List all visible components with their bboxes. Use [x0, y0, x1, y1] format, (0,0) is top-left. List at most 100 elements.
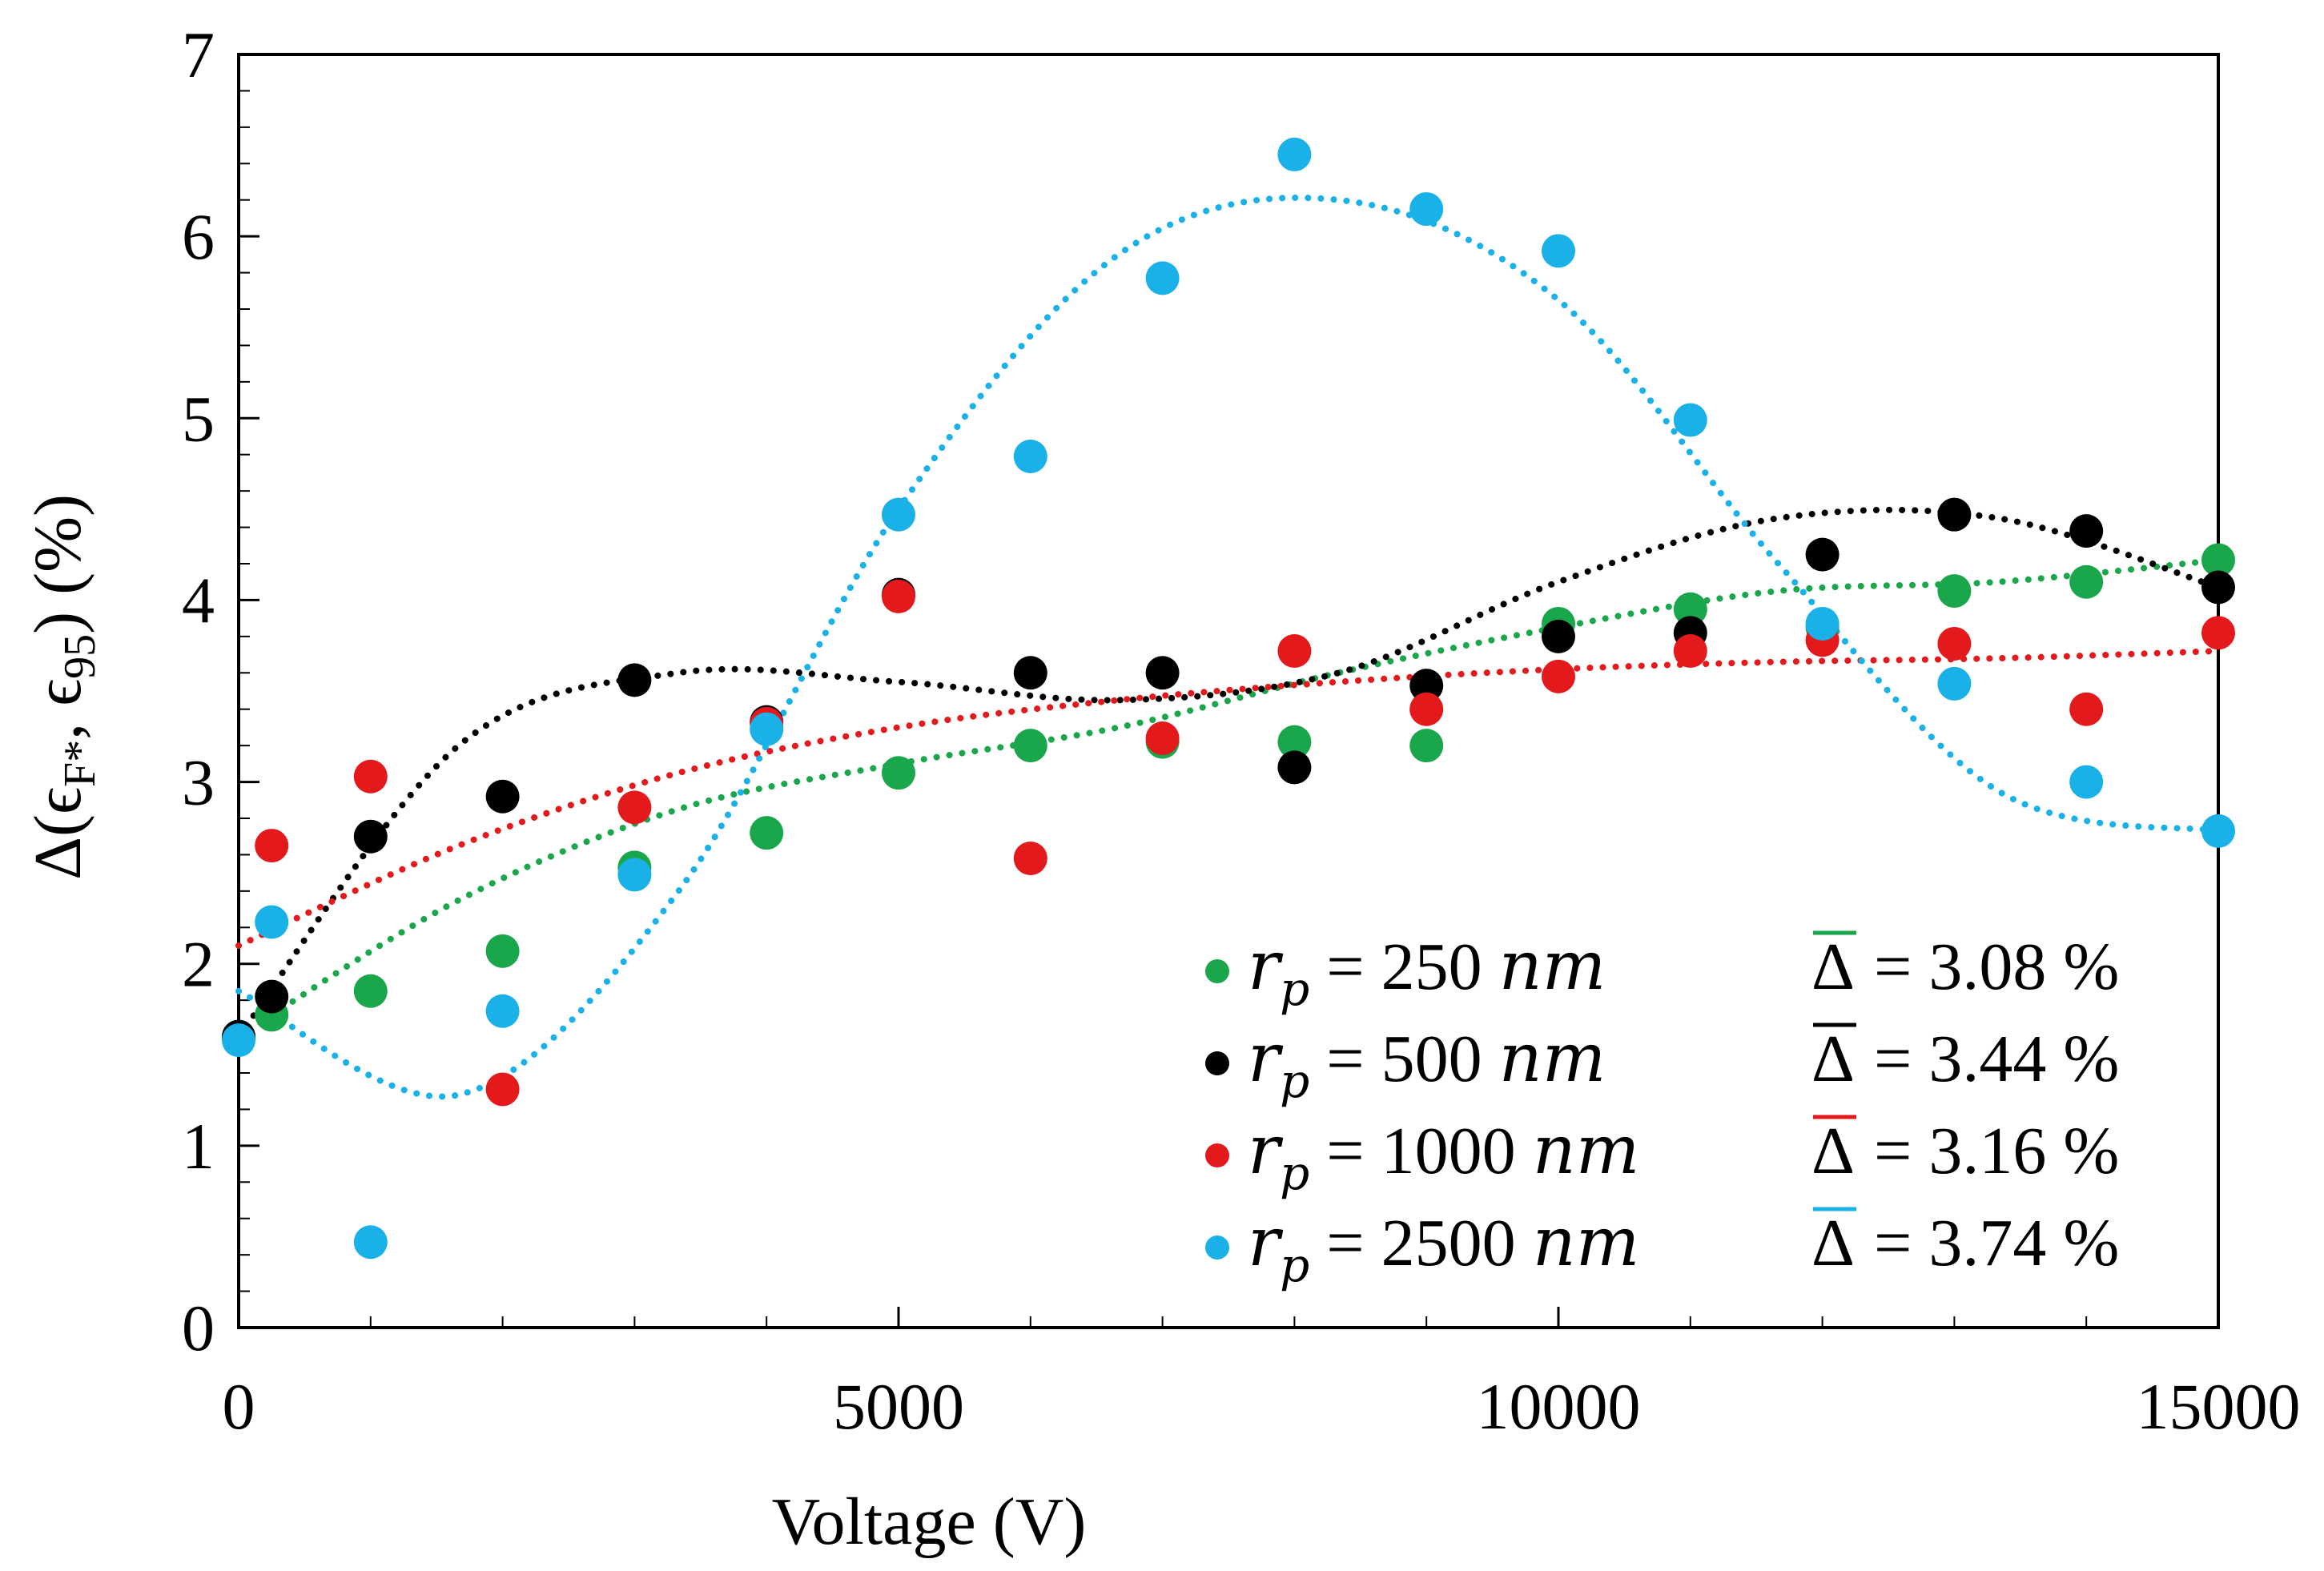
- data-point: [1673, 634, 1707, 669]
- data-point: [485, 779, 520, 814]
- data-point: [353, 1225, 388, 1260]
- y-tick-label: 0: [182, 1292, 215, 1364]
- data-point: [1277, 750, 1312, 785]
- data-point: [1673, 592, 1707, 626]
- legend-mean-symbol-series-1: Δ: [1811, 930, 1855, 1004]
- legend-mean-symbol-series-2: Δ: [1811, 1022, 1855, 1096]
- data-point: [1145, 721, 1180, 756]
- data-point: [485, 994, 520, 1028]
- data-point: [255, 905, 289, 939]
- data-point: [2201, 570, 2235, 605]
- plot-area-border: [237, 53, 2220, 1329]
- data-point: [1277, 725, 1312, 759]
- data-point: [485, 1072, 520, 1107]
- data-point: [750, 712, 784, 746]
- series-4-points: [222, 137, 2235, 1260]
- x-tick-label: 15000: [2137, 1370, 2301, 1443]
- data-point: [2069, 565, 2104, 599]
- y-axis-label-sub2: 95: [55, 634, 105, 679]
- legend-mean-value-series-4: = 3.74 %: [1874, 1206, 2119, 1280]
- y-axis-label-sub1: F*: [55, 740, 105, 787]
- data-point: [1145, 261, 1180, 295]
- data-point: [2201, 814, 2235, 848]
- data-point: [1542, 659, 1575, 693]
- data-point: [882, 497, 915, 532]
- legend-marker-series-1: [1205, 959, 1229, 983]
- data-point: [882, 579, 915, 613]
- y-axis-label-tail: ) (%): [21, 494, 95, 634]
- data-points: [222, 137, 2235, 1260]
- legend-marker-series-2: [1205, 1051, 1229, 1075]
- data-point: [1409, 729, 1444, 763]
- legend: rp = 250 nm Δ = 3.08 % rp = 500 nm Δ = 3.44 %…: [1205, 926, 2119, 1292]
- trendline-series-2: [235, 506, 2221, 1040]
- trendline-series-4: [235, 195, 2221, 1100]
- y-tick-label: 7: [182, 18, 215, 91]
- legend-mean-value-series-1: = 3.08 %: [1874, 930, 2119, 1004]
- legend-label-series-3: rp = 1000 nm: [1248, 1111, 1639, 1200]
- data-point: [617, 790, 652, 825]
- data-point: [1145, 656, 1180, 690]
- data-point: [353, 759, 388, 794]
- legend-mean-symbol-series-4: Δ: [1811, 1206, 1855, 1280]
- data-point: [750, 816, 784, 850]
- y-tick-label: 6: [182, 200, 215, 273]
- data-point: [353, 819, 388, 854]
- plot-frame: [237, 53, 2220, 1329]
- data-point: [2201, 543, 2235, 577]
- x-axis-label: Voltage (V): [772, 1485, 1087, 1559]
- data-point: [2069, 692, 2104, 726]
- tick-labels: 0 1 2 3 4 5 6 7 0 5000 10000 15000: [182, 18, 2301, 1443]
- data-point: [1277, 137, 1312, 171]
- trendlines: [235, 195, 2221, 1100]
- data-point: [2069, 514, 2104, 548]
- legend-label-series-1: rp = 250 nm: [1248, 926, 1606, 1016]
- y-tick-label: 2: [182, 928, 215, 1001]
- data-point: [617, 858, 652, 892]
- data-point: [882, 756, 915, 790]
- data-point: [2201, 616, 2235, 650]
- y-axis-label: Δ(ϵF*, ϵ95) (%): [21, 494, 105, 880]
- data-point: [617, 663, 652, 697]
- trendline-series-3: [235, 648, 2221, 949]
- x-tick-label: 5000: [833, 1370, 964, 1443]
- y-axis-label-mid: , ϵ: [21, 679, 95, 740]
- data-point: [1805, 537, 1839, 572]
- data-point: [1937, 666, 1972, 701]
- data-point: [255, 979, 289, 1014]
- data-point: [1013, 729, 1047, 763]
- data-point: [1013, 656, 1047, 690]
- data-point: [1277, 634, 1312, 669]
- data-point: [1013, 439, 1047, 473]
- data-point: [1542, 619, 1575, 653]
- y-tick-label: 3: [182, 746, 215, 819]
- data-point: [2069, 765, 2104, 799]
- data-point: [353, 974, 388, 1008]
- x-tick-label: 0: [223, 1370, 255, 1443]
- data-point: [1673, 403, 1707, 437]
- y-axis-label-main: Δ(ϵ: [21, 787, 95, 880]
- legend-mean-symbol-series-3: Δ: [1811, 1114, 1855, 1188]
- legend-mean-value-series-2: = 3.44 %: [1874, 1022, 2119, 1096]
- data-point: [1409, 692, 1444, 726]
- y-tick-label: 4: [182, 564, 215, 637]
- data-point: [1937, 497, 1972, 532]
- legend-marker-series-3: [1205, 1143, 1229, 1167]
- data-point: [1937, 626, 1972, 661]
- legend-marker-series-4: [1205, 1236, 1229, 1260]
- legend-label-series-2: rp = 500 nm: [1248, 1019, 1606, 1108]
- y-tick-label: 5: [182, 382, 215, 455]
- data-point: [1805, 606, 1839, 641]
- y-tick-label: 1: [182, 1110, 215, 1183]
- data-point: [1013, 841, 1047, 875]
- data-point: [1409, 192, 1444, 227]
- trendline-series-1: [235, 556, 2221, 1040]
- legend-label-series-4: rp = 2500 nm: [1248, 1203, 1639, 1292]
- legend-mean-value-series-3: = 3.16 %: [1874, 1114, 2119, 1188]
- data-point: [222, 1023, 255, 1058]
- data-point: [485, 934, 520, 968]
- data-point: [1937, 574, 1972, 609]
- x-tick-label: 10000: [1477, 1370, 1641, 1443]
- data-point: [1542, 234, 1575, 268]
